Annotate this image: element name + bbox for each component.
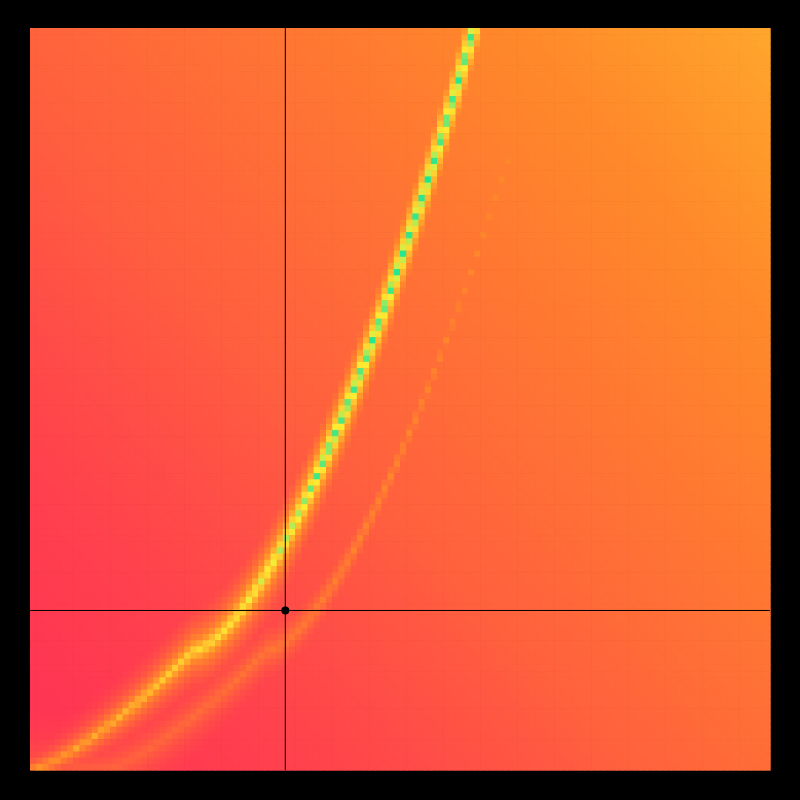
heatmap-canvas (0, 0, 800, 800)
